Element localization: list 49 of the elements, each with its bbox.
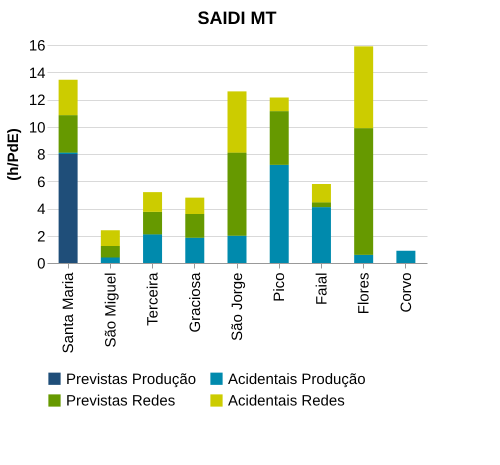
bar [312, 202, 331, 208]
bar [143, 212, 162, 234]
legend-label: Previstas Produção [66, 370, 196, 388]
chart-title: SAIDI MT [198, 8, 276, 28]
bar [100, 230, 120, 246]
bar [312, 207, 331, 263]
legend-label: Acidentais Produção [228, 370, 366, 388]
bar [270, 111, 289, 165]
bar [143, 192, 162, 212]
x-tick-label: São Miguel [102, 272, 120, 348]
bar [185, 214, 204, 238]
y-tick-label: 2 [37, 228, 46, 246]
bar [228, 236, 246, 263]
bar [396, 250, 416, 263]
x-tick-label: Corvo [398, 272, 415, 313]
bar [58, 115, 78, 153]
bar [228, 91, 246, 153]
bar [354, 128, 374, 255]
x-tick-label: Pico [271, 272, 288, 302]
y-tick-label: 14 [28, 64, 46, 82]
x-tick-label: Faial [313, 272, 330, 306]
bar [228, 152, 246, 236]
x-tick-label: Terceira [144, 272, 162, 326]
y-tick-label: 10 [28, 119, 46, 136]
bar [185, 238, 204, 263]
bar [185, 198, 204, 214]
y-axis-title: (h/PdE) [4, 128, 22, 181]
x-tick-label: São Jorge [229, 272, 246, 341]
bar [270, 164, 289, 263]
x-tick-label: Graciosa [186, 272, 204, 333]
bar [100, 246, 120, 258]
y-tick-label: 8 [37, 146, 46, 164]
bar [354, 254, 374, 263]
bar [143, 234, 162, 263]
x-tick-label: Flores [356, 272, 373, 314]
legend-label: Previstas Redes [66, 392, 176, 410]
bar [58, 80, 78, 116]
bar [312, 184, 331, 202]
y-tick-label: 6 [37, 174, 46, 191]
y-tick-label: 12 [28, 92, 46, 109]
bar [100, 258, 120, 263]
x-tick-label: Santa Maria [60, 272, 78, 354]
bar [58, 154, 78, 263]
y-tick-label: 4 [37, 201, 46, 218]
bar [270, 97, 289, 112]
bar [354, 46, 374, 128]
y-tick-label: 16 [28, 38, 46, 54]
legend-label: Acidentais Redes [228, 392, 345, 410]
y-tick-label: 0 [37, 256, 46, 272]
